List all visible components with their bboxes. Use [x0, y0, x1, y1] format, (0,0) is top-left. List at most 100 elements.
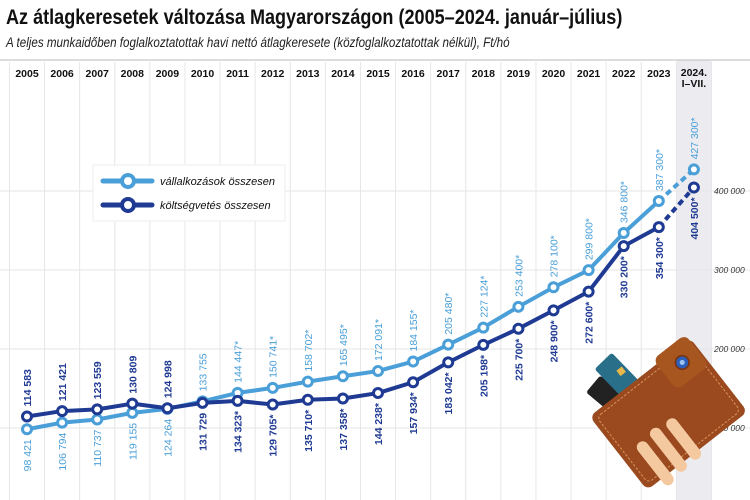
x-tick-label: 2018	[472, 68, 496, 80]
data-point	[512, 322, 525, 335]
chart-title: Az átlagkeresetek változása Magyarország…	[6, 6, 623, 29]
data-label: 123 559	[92, 361, 104, 399]
y-tick-label: 100 000	[714, 423, 745, 433]
data-label: 124 264	[162, 419, 174, 457]
data-point	[582, 264, 595, 277]
legend-label: vállalkozások összesen	[160, 176, 275, 188]
data-point	[407, 355, 420, 368]
data-point	[196, 396, 209, 409]
legend-swatch-marker	[120, 197, 136, 213]
data-label: 157 934*	[408, 391, 420, 434]
x-tick-label: 2016	[401, 68, 425, 80]
x-tick-label: 2023	[647, 68, 671, 80]
chart-subtitle: A teljes munkaidőben foglalkoztatottak h…	[6, 35, 510, 50]
data-point	[617, 240, 630, 253]
data-point	[512, 300, 525, 313]
data-label: 134 323*	[233, 410, 245, 453]
data-label: 114 583	[22, 369, 34, 407]
data-point	[301, 375, 314, 388]
series-line-koltsegvetes	[26, 225, 660, 419]
series-line-projection	[657, 186, 696, 229]
data-point	[547, 304, 560, 317]
x-tick-label: 2017	[437, 68, 461, 80]
x-tick-label: 2015	[366, 68, 390, 80]
data-label: 124 998	[162, 360, 174, 398]
data-point	[336, 392, 349, 405]
data-point	[336, 370, 349, 383]
x-tick-label: 2008	[121, 68, 145, 80]
data-label: 121 421	[57, 363, 69, 401]
data-point	[56, 416, 69, 429]
data-point	[652, 221, 665, 234]
data-point	[477, 321, 490, 334]
x-tick-label: 2013	[296, 68, 320, 80]
data-point	[407, 376, 420, 389]
wallet-illustration	[587, 337, 745, 488]
data-point	[231, 394, 244, 407]
data-label: 183 042*	[443, 371, 455, 414]
data-label: 172 091*	[373, 319, 385, 361]
data-label: 272 600*	[584, 301, 596, 344]
data-label: 427 300*	[689, 117, 701, 159]
data-point	[56, 405, 69, 418]
data-label: 98 421	[22, 439, 34, 471]
data-label: 205 480*	[443, 293, 455, 335]
data-label: 387 300*	[654, 149, 666, 191]
data-label: 119 155	[127, 423, 139, 460]
data-point	[372, 387, 384, 400]
data-label: 129 705*	[268, 414, 280, 457]
x-tick-label: 2020	[542, 68, 566, 80]
data-label: 278 100*	[549, 235, 561, 277]
x-tick-label: 2012	[261, 68, 285, 80]
data-point	[547, 281, 560, 294]
data-label: 137 358*	[338, 408, 350, 451]
data-point	[442, 338, 455, 351]
data-point	[266, 398, 279, 411]
x-tick-label: 2021	[577, 68, 601, 80]
data-label: 253 400*	[513, 255, 525, 297]
data-label: 110 737	[92, 429, 104, 466]
data-label: 144 447*	[233, 341, 245, 383]
x-tick-label: 2010	[191, 68, 215, 80]
data-label: 133 755	[198, 353, 210, 391]
x-tick-label: 2006	[50, 68, 74, 80]
data-label: 144 238*	[373, 402, 385, 445]
legend-box	[92, 164, 286, 222]
data-label: 130 809	[127, 356, 139, 394]
data-point	[126, 397, 139, 410]
data-point	[126, 406, 139, 419]
data-label: 131 729	[198, 413, 210, 451]
data-point	[301, 393, 314, 406]
data-label: 158 702*	[303, 330, 315, 372]
data-label: 227 124*	[478, 276, 490, 318]
x-tick-label: 2022	[612, 68, 636, 80]
data-point	[582, 285, 595, 298]
data-label: 135 710*	[303, 409, 315, 452]
data-label: 330 200*	[619, 255, 631, 298]
data-point	[652, 195, 665, 208]
x-tick-label: 2009	[156, 68, 180, 80]
data-point	[21, 423, 33, 436]
data-label: 404 500*	[689, 197, 701, 240]
x-tick-label: 2024.	[681, 67, 707, 79]
data-point	[161, 402, 174, 415]
data-label: 165 495*	[338, 324, 350, 366]
y-tick-label: 400 000	[714, 186, 745, 196]
data-point	[266, 381, 279, 394]
data-label: 346 800*	[619, 181, 631, 223]
x-tick-label: 2019	[507, 68, 531, 80]
x-tick-label-line2: I–VII.	[682, 78, 707, 90]
data-point	[372, 365, 384, 378]
data-label: 184 155*	[408, 309, 420, 351]
data-point	[21, 410, 33, 423]
data-point	[477, 338, 490, 351]
x-tick-label: 2011	[226, 68, 249, 80]
data-point	[687, 163, 700, 176]
data-point	[617, 227, 630, 240]
data-label: 299 800*	[584, 218, 596, 260]
data-point	[687, 181, 700, 194]
x-tick-label: 2014	[331, 68, 355, 80]
data-label: 225 700*	[513, 338, 525, 381]
data-label: 205 198*	[478, 354, 490, 397]
y-tick-label: 300 000	[714, 265, 745, 275]
